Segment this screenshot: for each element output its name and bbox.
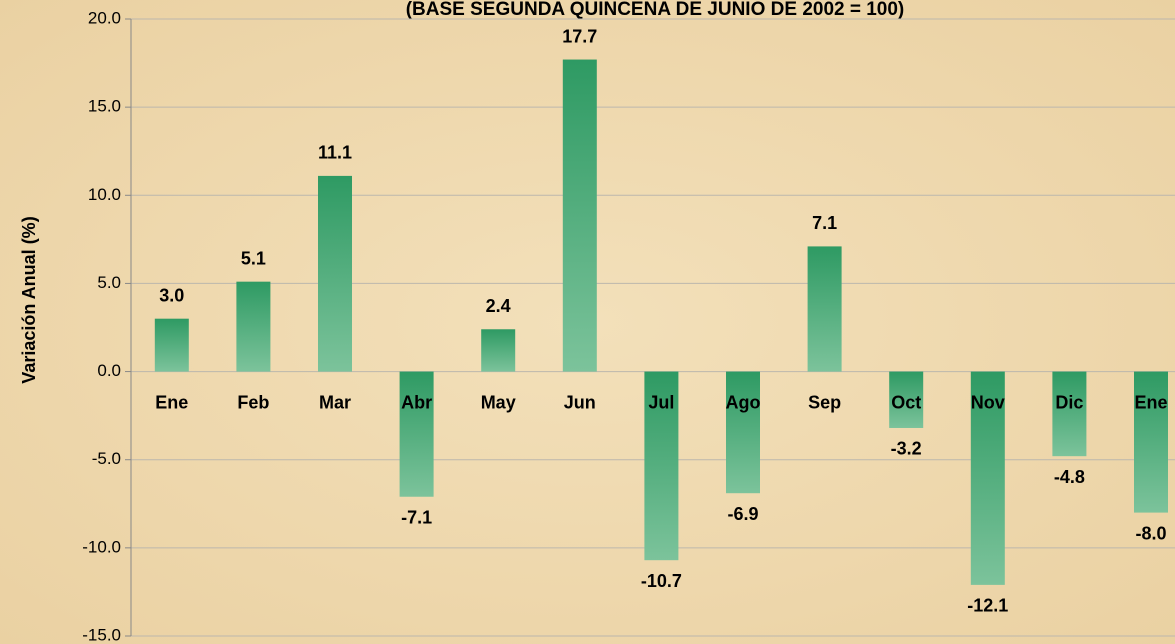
value-label: 17.7 [562, 26, 597, 46]
x-tick-label: Dic [1055, 392, 1083, 412]
y-tick-label: 20.0 [88, 8, 121, 27]
y-tick-label: 5.0 [97, 273, 121, 292]
x-tick-label: Ene [1134, 392, 1167, 412]
value-label: -8.0 [1135, 523, 1166, 543]
value-label: -12.1 [967, 596, 1008, 616]
bar [1134, 371, 1168, 513]
bar [399, 371, 434, 497]
x-tick-label: Abr [401, 392, 432, 412]
bar [318, 175, 352, 372]
x-tick-label: Ago [726, 392, 761, 412]
bar [236, 281, 271, 372]
bar [889, 371, 924, 428]
value-label: -7.1 [401, 507, 432, 527]
y-tick-label: 0.0 [97, 361, 121, 380]
x-tick-label: Jul [648, 392, 674, 412]
value-label: -10.7 [641, 571, 682, 591]
value-label: -4.8 [1054, 467, 1085, 487]
y-tick-label: -10.0 [82, 537, 121, 556]
y-axis-label: Variación Anual (%) [19, 216, 39, 383]
value-label: 11.1 [318, 143, 352, 163]
bar [481, 329, 516, 372]
x-tick-label: Jun [564, 392, 596, 412]
bar [562, 59, 597, 372]
bar [726, 371, 760, 494]
value-label: -6.9 [727, 504, 758, 524]
y-tick-label: -15.0 [82, 625, 121, 644]
y-tick-label: 10.0 [88, 185, 121, 204]
x-tick-label: Nov [971, 392, 1005, 412]
x-tick-label: May [481, 392, 516, 412]
x-tick-label: Oct [891, 392, 921, 412]
x-tick-label: Feb [237, 392, 269, 412]
value-label: 5.1 [241, 248, 266, 268]
bar [970, 371, 1005, 585]
bar [1052, 371, 1087, 457]
x-tick-label: Mar [319, 392, 351, 412]
x-tick-label: Ene [155, 392, 188, 412]
x-tick-label: Sep [808, 392, 841, 412]
value-label: 3.0 [159, 285, 184, 305]
value-label: 2.4 [486, 296, 511, 316]
y-tick-label: 15.0 [88, 97, 121, 116]
bar [154, 318, 189, 372]
value-label: 7.1 [812, 213, 837, 233]
y-tick-label: -5.0 [92, 449, 121, 468]
bar [807, 246, 842, 372]
chart-title: (BASE SEGUNDA QUINCENA DE JUNIO DE 2002 … [406, 0, 905, 20]
value-label: -3.2 [891, 439, 922, 459]
bar [644, 371, 679, 561]
